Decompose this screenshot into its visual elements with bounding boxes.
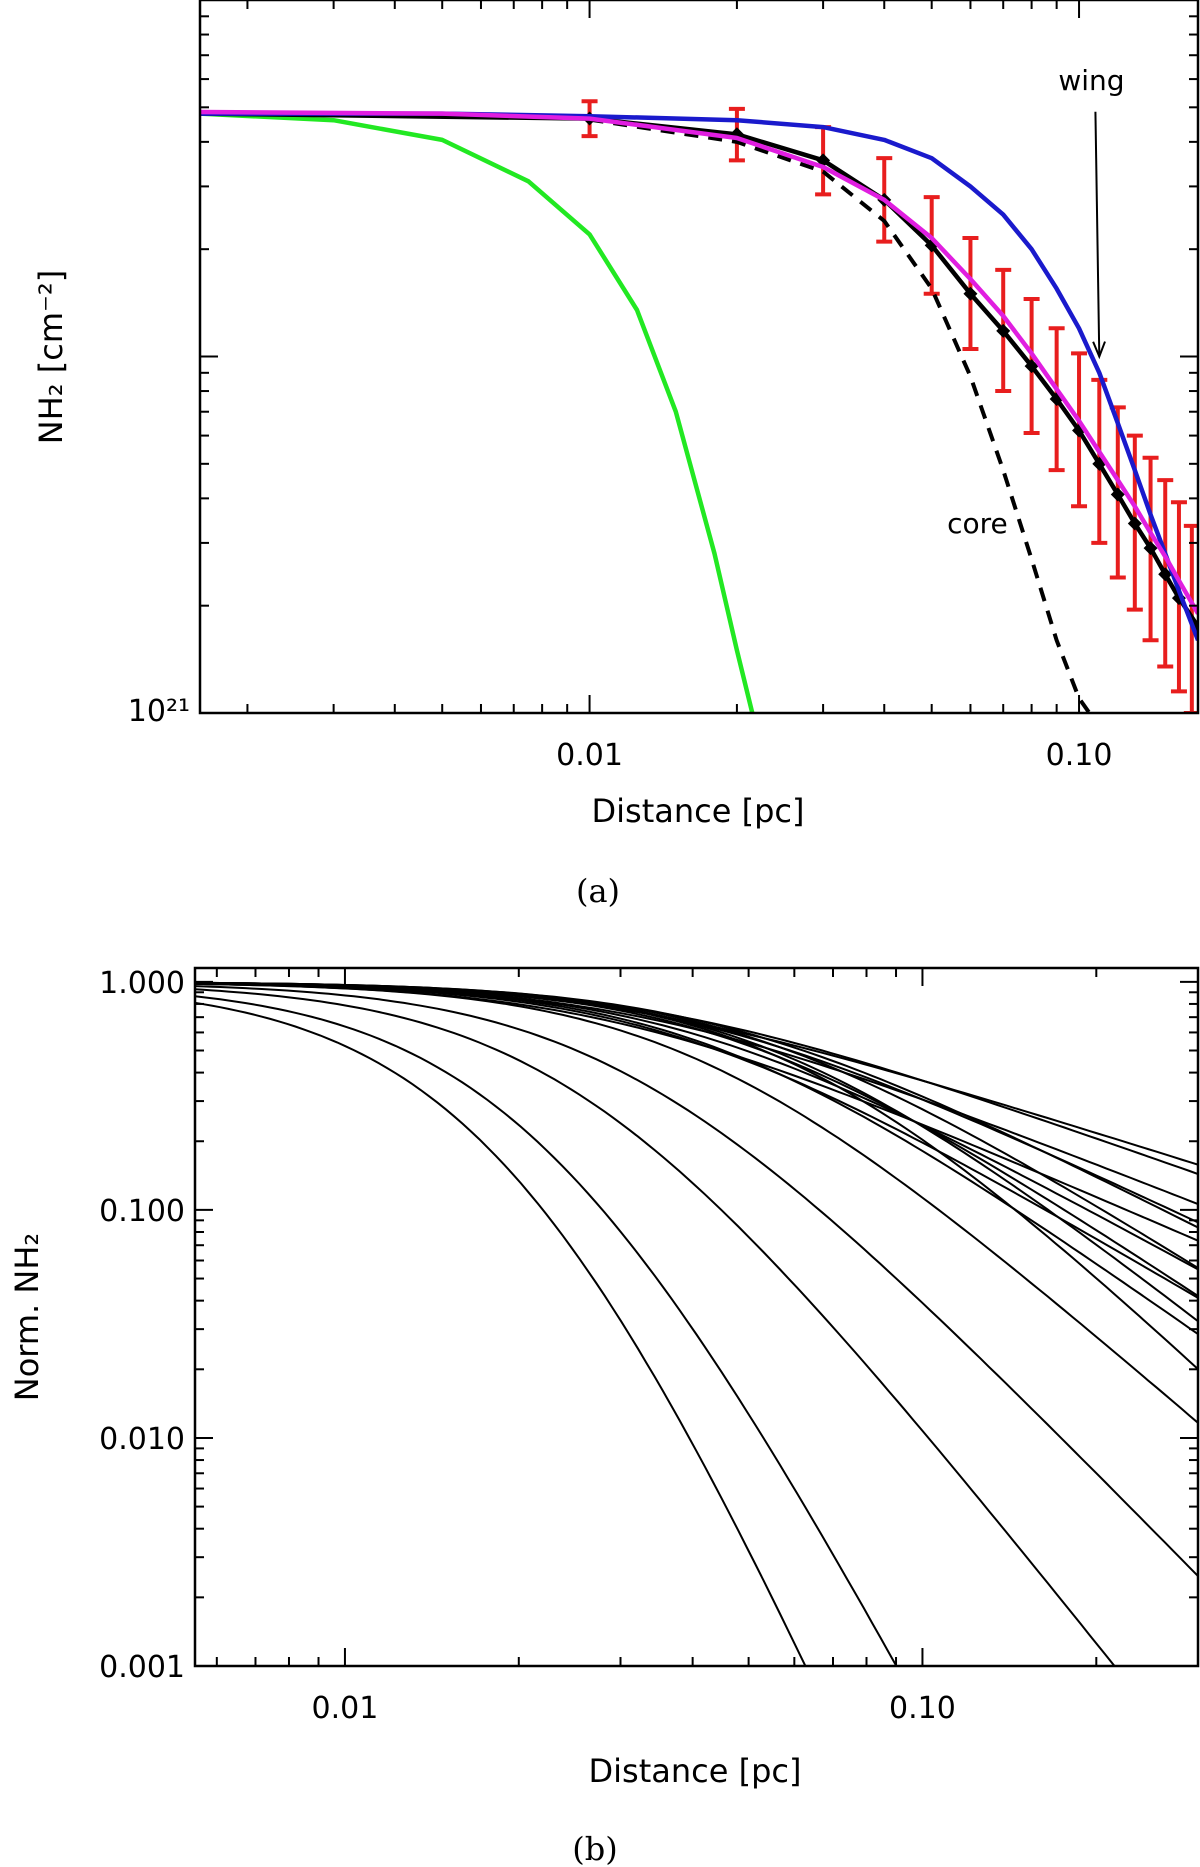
series-line-black [200,111,1198,628]
panel-a-axis-ticks [200,0,1198,714]
data-point-marker [1143,541,1158,556]
series-line-dashed [589,117,1092,713]
y-tick-label: 0.001 [99,1650,185,1685]
data-point-marker [1158,567,1173,582]
x-tick-label: 0.10 [1046,738,1113,773]
panel-b-tick-labels: 0.01 0.10 1.000 0.100 0.010 0.001 [99,966,956,1726]
series-line-magenta [200,109,1198,615]
data-point-marker [996,323,1011,338]
profile-line [195,981,1198,1322]
annotation-arrow-shaft [1094,111,1101,357]
y-tick-label: 10²¹ [128,694,190,729]
profile-line [195,982,1198,1335]
profile-line [195,985,1198,1577]
annotation-core: core [947,507,1008,540]
data-point-marker [963,286,978,301]
panel-a-frame [198,0,1200,715]
data-point-marker [1110,487,1125,502]
panel-a-annotations: wing core [947,64,1124,540]
panel-b-frame [193,966,1200,1668]
profile-line [195,982,1198,1206]
panel-a-y-axis-label: NH₂ [cm⁻²] [32,270,70,444]
y-tick-label: 0.010 [99,1422,185,1457]
series-line-blue [200,111,1198,642]
panel-b-axis-ticks [195,968,1198,1667]
y-tick-label: 0.100 [99,1194,185,1229]
panel-b: 0.01 0.10 1.000 0.100 0.010 0.001 Distance [p… [8,966,1200,1867]
panel-a-tick-labels: 0.01 0.10 10²¹ [128,694,1113,773]
profile-line [195,982,1198,1299]
profile-line [195,981,1198,1370]
panel-a-caption: (a) [576,872,620,910]
panel-a: 0.01 0.10 10²¹ Distance [pc] NH₂ [cm⁻²] wi… [32,0,1200,910]
y-tick-label: 1.000 [99,966,185,1001]
x-tick-label: 0.01 [556,738,623,773]
profile-line [195,1001,807,1666]
data-point-marker [1127,516,1142,531]
data-point-marker [1024,359,1039,374]
annotation-arrow-head [1092,341,1106,360]
panel-a-plot-area [200,99,1198,713]
profile-line [195,982,1198,1166]
profile-line [195,988,1116,1666]
panel-b-x-axis-label: Distance [pc] [589,1752,802,1790]
profile-line [195,981,1198,1229]
panel-b-caption: (b) [572,1830,617,1867]
panel-a-x-axis-label: Distance [pc] [592,792,805,830]
profile-line [195,982,1198,1424]
annotation-wing: wing [1058,64,1124,97]
series-line-green [200,111,755,713]
x-tick-label: 0.01 [312,1691,379,1726]
panel-b-plot-area [195,981,1198,1666]
profile-line [195,995,898,1666]
x-tick-label: 0.10 [889,1691,956,1726]
panel-b-y-axis-label: Norm. NH₂ [8,1233,46,1401]
